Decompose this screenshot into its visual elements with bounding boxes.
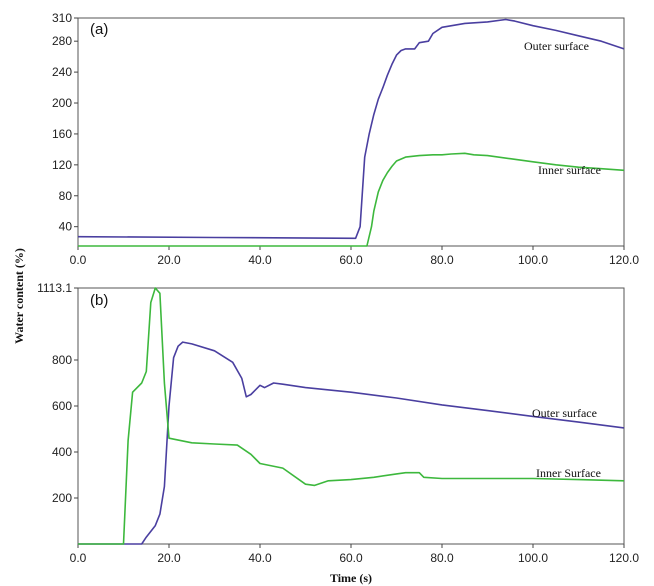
panel-b-label: (b) <box>90 292 108 309</box>
panel-b-y-tick-label: 800 <box>52 353 72 367</box>
panel-a-ticks: 0.0 20.0 40.0 60.0 80.0 100.0 120.0 40 80 120 160 2… <box>52 11 639 267</box>
panel-a-y-tick-label: 160 <box>52 127 72 141</box>
panel-a-y-tick-label: 40 <box>59 220 73 234</box>
panel-b-series <box>78 287 625 545</box>
panel-a-series-inner-line <box>78 152 625 247</box>
panel-b-x-tick-label: 40.0 <box>248 551 272 565</box>
panel-a-x-tick-label: 100.0 <box>518 253 548 267</box>
panel-b-outer-annotation: Outer surface <box>532 406 597 420</box>
panel-b-y-tick-label: 400 <box>52 445 72 459</box>
panel-a-y-tick-label: 280 <box>52 34 72 48</box>
panel-b-y-tick-label: 600 <box>52 399 72 413</box>
panel-b-series-inner-line <box>78 287 625 545</box>
panel-b-x-tick-label: 80.0 <box>430 551 454 565</box>
panel-b-ticks: 0.0 20.0 40.0 60.0 80.0 100.0 120.0 200 400 600 80… <box>37 281 639 565</box>
panel-a-inner-annotation: Inner surface <box>538 163 601 177</box>
panel-b: 0.0 20.0 40.0 60.0 80.0 100.0 120.0 200 400 600 80… <box>37 281 639 565</box>
panel-a-x-tick-label: 0.0 <box>70 253 87 267</box>
panel-b-series-outer-line <box>78 341 625 545</box>
panel-a-series-outer-line <box>77 18 625 240</box>
panel-a-y-tick-label: 120 <box>52 158 72 172</box>
panel-b-y-tick-label: 1113.1 <box>37 281 72 295</box>
y-axis-title: Water content (%) <box>12 248 26 344</box>
panel-b-x-tick-label: 0.0 <box>70 551 87 565</box>
panel-a-x-tick-label: 120.0 <box>609 253 639 267</box>
panel-a-label: (a) <box>90 21 108 38</box>
panel-b-x-tick-label: 60.0 <box>339 551 363 565</box>
panel-b-x-tick-label: 20.0 <box>157 551 181 565</box>
panel-a-y-tick-label: 240 <box>52 65 72 79</box>
panel-a-x-tick-label: 80.0 <box>430 253 454 267</box>
panel-a-x-tick-label: 20.0 <box>157 253 181 267</box>
panel-b-x-tick-label: 100.0 <box>518 551 548 565</box>
panel-a-outer-annotation: Outer surface <box>524 39 589 53</box>
panel-a-x-tick-label: 40.0 <box>248 253 272 267</box>
panel-a: 0.0 20.0 40.0 60.0 80.0 100.0 120.0 40 80 120 160 2… <box>52 11 639 267</box>
panel-a-y-tick-label: 80 <box>59 189 73 203</box>
panel-a-y-tick-label: 310 <box>52 11 72 25</box>
panel-a-x-tick-label: 60.0 <box>339 253 363 267</box>
panel-b-inner-annotation: Inner Surface <box>536 466 601 480</box>
panel-b-x-tick-label: 120.0 <box>609 551 639 565</box>
panel-a-series <box>77 18 625 247</box>
x-axis-title: Time (s) <box>330 571 372 585</box>
panel-b-y-tick-label: 200 <box>52 491 72 505</box>
panel-a-y-tick-label: 200 <box>52 96 72 110</box>
